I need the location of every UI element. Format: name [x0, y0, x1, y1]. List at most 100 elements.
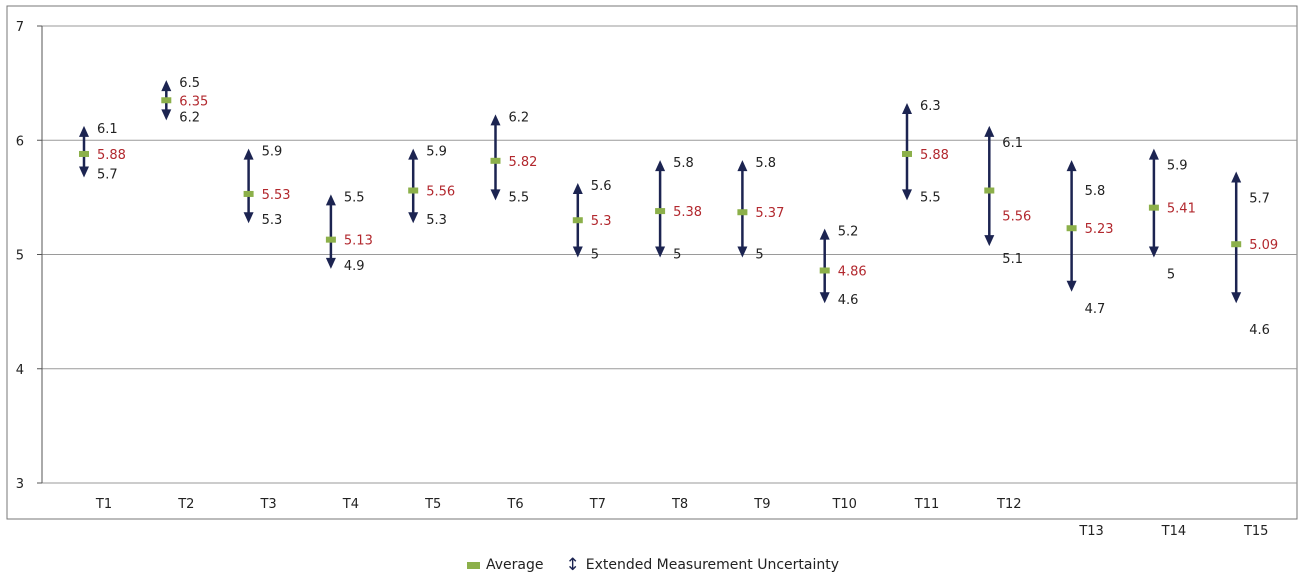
average-marker-T2: [161, 97, 172, 104]
lower-arrow-T10: [819, 292, 830, 304]
y-tick-label-5: 5: [16, 249, 24, 264]
lower-value-label-T1: 5.7: [97, 168, 118, 183]
upper-value-label-T6: 6.2: [509, 110, 530, 125]
lower-arrow-T4: [325, 257, 336, 269]
upper-arrow-T9: [737, 160, 748, 172]
lower-value-label-T6: 5.5: [509, 190, 530, 205]
x-tick-label-T5: T5: [424, 497, 441, 512]
upper-arrow-T6: [490, 114, 501, 126]
average-marker-T11: [902, 150, 912, 157]
lower-arrow-T13: [1066, 280, 1077, 292]
average-value-label-T9: 5.37: [755, 206, 784, 221]
lower-value-label-T3: 5.3: [262, 213, 283, 228]
average-marker-T15: [1231, 241, 1242, 248]
lower-arrow-T6: [490, 189, 501, 201]
lower-arrow-T12: [984, 235, 995, 247]
upper-arrow-T2: [161, 80, 172, 92]
y-tick-label-4: 4: [16, 363, 24, 378]
upper-value-label-T13: 5.8: [1085, 184, 1106, 199]
average-marker-T8: [655, 208, 666, 215]
y-tick-label-3: 3: [16, 477, 24, 492]
uncertainty-bars: [79, 80, 1242, 304]
chart-frame: [6, 5, 1298, 520]
lower-arrow-T1: [79, 166, 89, 178]
average-value-label-T7: 5.3: [591, 214, 612, 229]
upper-arrow-T5: [408, 148, 419, 160]
upper-value-label-T8: 5.8: [673, 156, 694, 171]
average-value-label-T1: 5.88: [97, 148, 126, 163]
average-value-label-T5: 5.56: [426, 185, 455, 200]
lower-arrow-T5: [408, 212, 419, 224]
average-value-label-T3: 5.53: [262, 188, 291, 203]
lower-arrow-T14: [1148, 246, 1159, 258]
average-marker-T10: [819, 267, 830, 274]
average-marker-T9: [737, 209, 748, 216]
average-value-label-T2: 6.35: [179, 94, 208, 109]
upper-value-label-T11: 6.3: [920, 99, 941, 114]
x-tick-label-T15: T15: [1243, 524, 1268, 539]
upper-arrow-T14: [1148, 148, 1159, 160]
x-tick-label-T11: T11: [914, 497, 939, 512]
average-marker-T7: [572, 217, 583, 224]
x-tick-label-T9: T9: [753, 497, 770, 512]
x-tick-label-T12: T12: [996, 497, 1021, 512]
upper-value-label-T5: 5.9: [426, 145, 447, 160]
upper-arrow-T8: [655, 160, 666, 172]
lower-arrow-T2: [161, 109, 172, 121]
x-tick-label-T1: T1: [95, 497, 112, 512]
x-tick-label-T4: T4: [342, 497, 359, 512]
value-labels: 6.15.885.76.56.356.25.95.535.35.55.134.9…: [97, 76, 1278, 338]
x-tick-label-T14: T14: [1161, 524, 1186, 539]
lower-value-label-T13: 4.7: [1085, 302, 1106, 317]
upper-value-label-T10: 5.2: [838, 225, 859, 240]
lower-value-label-T10: 4.6: [838, 293, 859, 308]
legend-average-label: Average: [485, 557, 544, 573]
lower-value-label-T8: 5: [673, 248, 681, 263]
lower-arrow-T15: [1231, 292, 1242, 304]
lower-arrow-T11: [902, 189, 912, 201]
average-marker-T12: [984, 187, 995, 194]
legend-item-uncertainty: ↕ Extended Measurement Uncertainty: [565, 556, 839, 574]
average-markers: [79, 97, 1242, 274]
legend: Average ↕ Extended Measurement Uncertain…: [0, 553, 1306, 577]
x-tick-label-T13: T13: [1078, 524, 1103, 539]
upper-value-label-T2: 6.5: [179, 76, 200, 91]
x-tick-label-T2: T2: [177, 497, 194, 512]
upper-value-label-T12: 6.1: [1002, 136, 1023, 151]
x-tick-label-T3: T3: [259, 497, 276, 512]
upper-arrow-T3: [243, 148, 254, 160]
lower-value-label-T11: 5.5: [920, 190, 941, 205]
average-marker-T5: [408, 187, 419, 194]
average-value-label-T10: 4.86: [838, 264, 867, 279]
legend-item-average: Average: [466, 557, 544, 573]
upper-value-label-T4: 5.5: [344, 190, 365, 205]
upper-value-label-T3: 5.9: [262, 145, 283, 160]
average-marker-T6: [490, 157, 501, 164]
upper-value-label-T7: 5.6: [591, 179, 612, 194]
average-marker-T4: [325, 236, 336, 243]
upper-arrow-T11: [902, 102, 912, 114]
upper-value-label-T9: 5.8: [755, 156, 776, 171]
average-value-label-T4: 5.13: [344, 234, 373, 249]
gridlines: [37, 25, 1297, 484]
lower-value-label-T15: 4.6: [1249, 323, 1270, 338]
lower-arrow-T9: [737, 246, 748, 258]
y-tick-label-6: 6: [16, 134, 24, 149]
y-tick-labels: 3 4 5 6 7: [16, 20, 24, 492]
lower-value-label-T9: 5: [755, 248, 763, 263]
average-marker-T14: [1148, 204, 1159, 211]
upper-arrow-T7: [572, 182, 583, 194]
lower-value-label-T5: 5.3: [426, 213, 447, 228]
x-tick-labels: T1 T2 T3 T4 T5 T6 T7 T8 T9 T10 T11 T12 T13 T14 T15: [95, 497, 1269, 539]
average-value-label-T12: 5.56: [1002, 210, 1031, 225]
upper-arrow-T10: [819, 228, 830, 240]
average-marker-T1: [79, 150, 89, 157]
average-value-label-T13: 5.23: [1085, 222, 1114, 237]
average-value-label-T11: 5.88: [920, 148, 949, 163]
upper-arrow-T1: [79, 125, 89, 137]
lower-value-label-T7: 5: [591, 248, 599, 263]
upper-arrow-T4: [325, 194, 336, 206]
average-value-label-T14: 5.41: [1167, 202, 1196, 217]
average-marker-T13: [1066, 225, 1077, 232]
